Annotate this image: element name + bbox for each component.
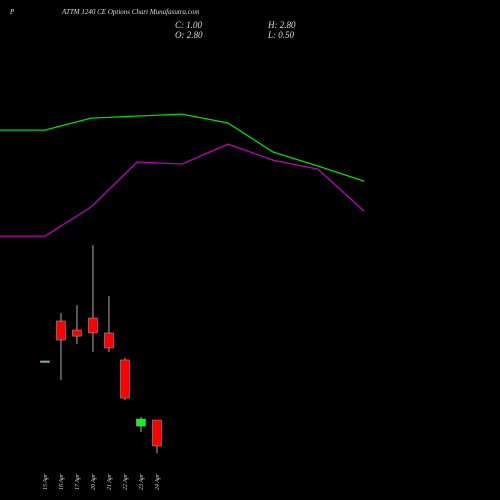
open-label: O: 2.80 <box>175 30 203 40</box>
candle-body <box>72 329 82 337</box>
x-tick-label: 24 Apr <box>154 473 161 490</box>
indicator-line <box>0 143 365 237</box>
candle-body <box>40 360 50 363</box>
x-tick-label: 17 Apr <box>75 473 81 490</box>
candle-body <box>56 320 66 341</box>
close-label: C: 1.00 <box>175 20 203 30</box>
chart-title: ATTM 1240 CE Options Chart Munafasutra.c… <box>61 8 199 16</box>
prefix: P <box>9 8 15 16</box>
indicator-line <box>0 113 365 182</box>
x-tick-label: 16 Apr <box>59 473 65 490</box>
x-tick-label: 20 Apr <box>91 473 97 490</box>
x-tick-label: 23 Apr <box>139 473 145 490</box>
high-label: H: 2.80 <box>267 20 296 30</box>
x-tick-label: 15 Apr <box>43 473 49 490</box>
candle-body <box>120 359 130 399</box>
candle-body <box>136 418 146 427</box>
low-label: L: 0.50 <box>267 30 295 40</box>
candle-body <box>104 332 114 349</box>
x-tick-label: 21 Apr <box>107 473 113 490</box>
candle-body <box>152 419 162 447</box>
candle-body <box>88 317 98 334</box>
x-tick-label: 22 Apr <box>123 473 129 490</box>
